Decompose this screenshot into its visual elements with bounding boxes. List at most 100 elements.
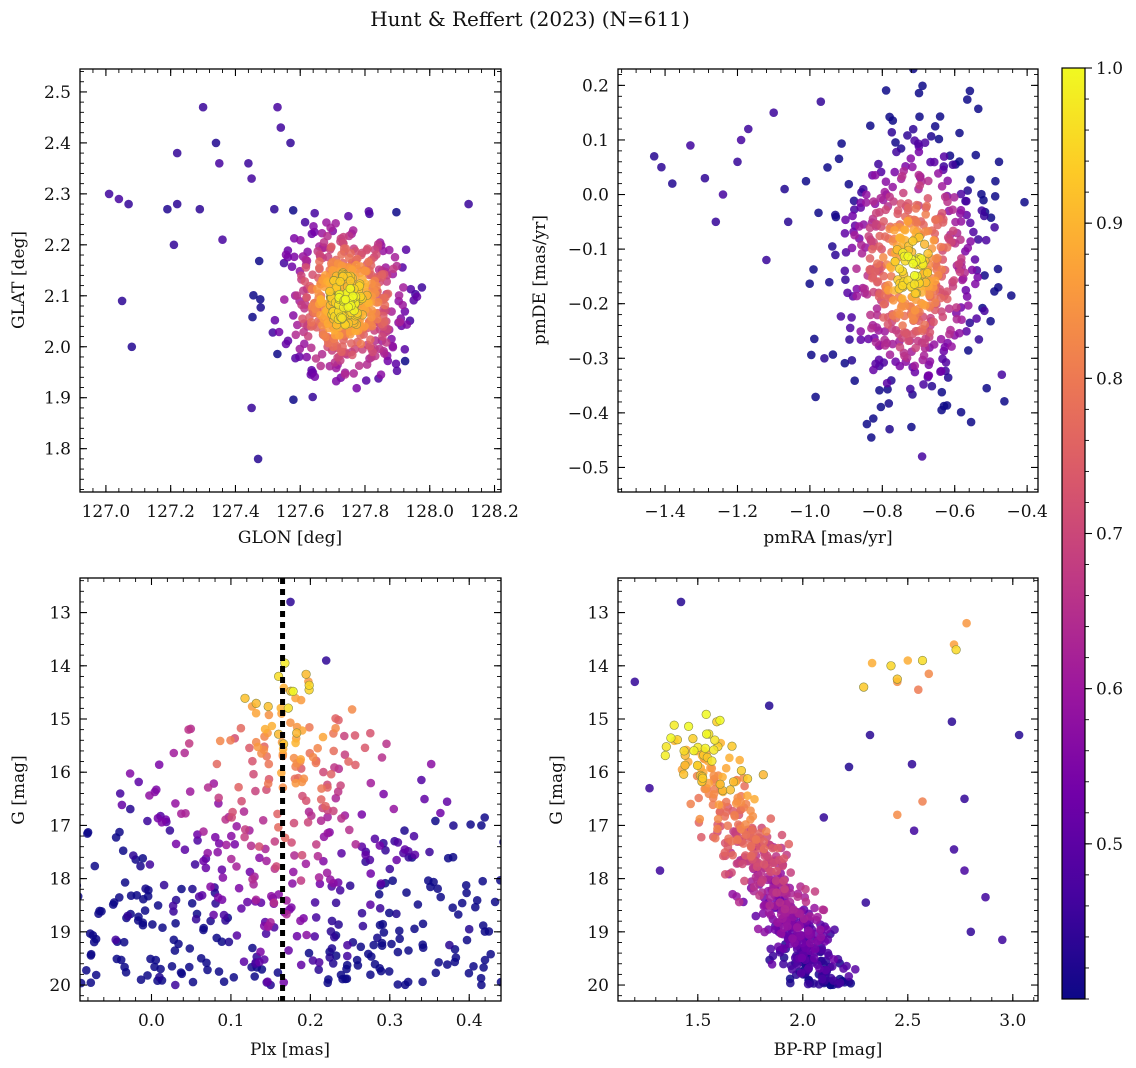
star-point xyxy=(701,709,711,720)
x-tick-label: 0.4 xyxy=(456,1011,483,1031)
star-point xyxy=(869,197,878,206)
star-point xyxy=(707,756,717,766)
star-point xyxy=(267,891,276,901)
star-point xyxy=(943,176,952,186)
star-point xyxy=(140,906,150,915)
star-point xyxy=(879,313,888,322)
star-point xyxy=(323,828,333,838)
star-point xyxy=(963,186,972,195)
star-point xyxy=(923,194,933,203)
star-point xyxy=(389,264,398,274)
star-point xyxy=(710,919,719,928)
star-point xyxy=(809,265,818,274)
axes-frame-plx-g xyxy=(79,577,502,1002)
star-point xyxy=(301,263,311,272)
star-point xyxy=(392,855,401,865)
star-point xyxy=(350,731,360,740)
star-point xyxy=(874,355,884,365)
star-point xyxy=(725,785,736,795)
star-point xyxy=(300,217,310,227)
star-point xyxy=(476,973,486,983)
star-point xyxy=(136,975,146,984)
star-point xyxy=(171,839,181,849)
star-point xyxy=(66,849,75,858)
star-point xyxy=(413,900,423,909)
star-point xyxy=(852,264,861,274)
star-point xyxy=(937,182,947,191)
star-point xyxy=(834,154,844,164)
star-point xyxy=(1007,291,1016,300)
star-point xyxy=(443,960,452,969)
star-point xyxy=(881,205,890,215)
star-point xyxy=(965,318,975,328)
star-point xyxy=(267,721,277,731)
star-point xyxy=(393,980,403,989)
star-point xyxy=(310,372,320,382)
star-point xyxy=(273,349,282,359)
star-point xyxy=(433,884,443,893)
star-point xyxy=(700,173,710,183)
star-point xyxy=(296,755,306,764)
star-point xyxy=(887,128,897,137)
ticks-pm: −1.4 −1.2 −1.0 −0.8 −0.6 −0.4 −0.5 −0.4 −0.3 −0.2… xyxy=(568,69,1048,522)
star-point xyxy=(804,963,814,973)
star-point xyxy=(695,814,705,824)
star-point xyxy=(965,86,975,96)
star-point xyxy=(461,881,471,890)
star-point xyxy=(389,804,399,814)
star-point xyxy=(340,731,349,741)
star-point xyxy=(337,814,346,823)
star-point xyxy=(955,209,965,218)
y-tick-label: 2.0 xyxy=(44,338,71,358)
star-point xyxy=(336,781,345,790)
star-point xyxy=(255,295,265,304)
star-point xyxy=(270,315,280,325)
star-point xyxy=(184,739,194,748)
star-point xyxy=(321,801,330,811)
star-point xyxy=(410,924,419,934)
star-point xyxy=(585,857,594,866)
panel-glon-glat: 127.0 127.2 127.4 127.6 127.8 128.0 128.2 1.8 1.… xyxy=(9,68,519,548)
star-point xyxy=(503,953,512,962)
star-point xyxy=(287,262,297,272)
star-point xyxy=(866,121,875,130)
star-point xyxy=(768,951,778,961)
star-point xyxy=(391,359,401,369)
star-point xyxy=(80,892,83,901)
y-tick-label: 1.9 xyxy=(44,389,71,409)
star-point xyxy=(895,233,905,242)
star-point xyxy=(680,760,690,770)
colorbar: 0.5 0.6 0.7 0.8 0.9 1.0 xyxy=(1061,59,1123,1000)
star-point xyxy=(773,843,783,853)
star-point xyxy=(854,222,864,231)
star-point xyxy=(316,295,326,304)
star-point xyxy=(818,974,827,984)
y-tick-label: 1.8 xyxy=(44,440,71,460)
star-point xyxy=(969,227,978,237)
star-point xyxy=(104,189,114,199)
ticks-cmd: 1.5 2.0 2.5 3.0 13 14 15 16 17 18 19 20 xyxy=(587,578,1038,1031)
star-point xyxy=(442,797,452,806)
star-point xyxy=(287,838,296,847)
star-point xyxy=(945,329,954,339)
star-point xyxy=(793,892,802,901)
star-point xyxy=(395,317,405,327)
star-point xyxy=(734,897,744,907)
x-tick-label: 0.2 xyxy=(297,1011,324,1031)
star-point xyxy=(840,266,850,276)
star-point xyxy=(909,279,920,289)
star-point xyxy=(347,339,356,348)
star-point xyxy=(215,736,225,746)
star-point xyxy=(0,881,5,890)
star-point xyxy=(789,905,798,914)
y-tick-label: 13 xyxy=(587,604,609,624)
star-point xyxy=(426,882,435,892)
star-point xyxy=(804,926,813,935)
star-point xyxy=(836,312,846,321)
star-point xyxy=(974,104,983,114)
star-point xyxy=(111,935,120,945)
x-tick-label: −0.4 xyxy=(1006,502,1047,522)
star-point xyxy=(964,301,973,310)
star-point xyxy=(950,193,959,202)
star-point xyxy=(912,218,921,228)
